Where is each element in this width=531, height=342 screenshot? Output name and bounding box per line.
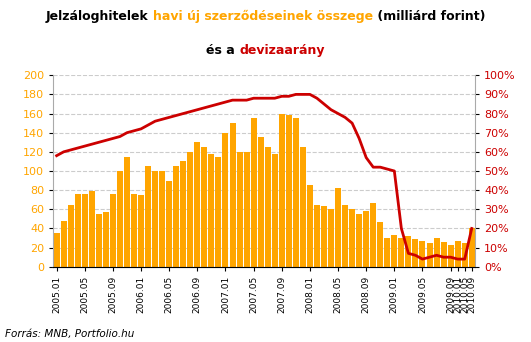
Bar	[384, 238, 390, 267]
Bar	[398, 238, 405, 267]
Bar	[264, 147, 271, 267]
Text: (milliárd forint): (milliárd forint)	[373, 10, 485, 23]
Bar	[166, 181, 172, 267]
Bar	[229, 123, 236, 267]
Text: devizaarány: devizaarány	[239, 44, 325, 57]
Bar	[244, 152, 250, 267]
Bar	[152, 171, 158, 267]
Bar	[342, 205, 348, 267]
Bar	[286, 116, 292, 267]
Bar	[461, 243, 468, 267]
Bar	[194, 142, 200, 267]
Bar	[307, 185, 313, 267]
Bar	[455, 241, 461, 267]
Bar	[75, 194, 81, 267]
Bar	[363, 211, 369, 267]
Bar	[131, 194, 137, 267]
Bar	[82, 194, 88, 267]
Bar	[356, 214, 362, 267]
Text: Forrás: MNB, Portfolio.hu: Forrás: MNB, Portfolio.hu	[5, 329, 135, 339]
Bar	[124, 157, 130, 267]
Bar	[173, 166, 179, 267]
Text: havi új szerződéseinek összege: havi új szerződéseinek összege	[153, 10, 373, 23]
Bar	[413, 239, 418, 267]
Bar	[67, 206, 74, 267]
Bar	[293, 118, 299, 267]
Bar	[117, 171, 123, 267]
Bar	[201, 147, 208, 267]
Bar	[251, 118, 256, 267]
Bar	[138, 195, 144, 267]
Bar	[469, 228, 475, 267]
Bar	[426, 243, 433, 267]
Bar	[419, 241, 425, 267]
Bar	[61, 221, 67, 267]
Bar	[349, 209, 355, 267]
Bar	[391, 235, 397, 267]
Bar	[96, 214, 102, 267]
Bar	[258, 137, 264, 267]
Bar	[448, 245, 453, 267]
Bar	[110, 194, 116, 267]
Bar	[222, 133, 228, 267]
Bar	[370, 202, 376, 267]
Bar	[187, 152, 193, 267]
Bar	[328, 209, 334, 267]
Bar	[54, 233, 59, 267]
Bar	[335, 188, 341, 267]
Bar	[321, 207, 327, 267]
Bar	[103, 212, 109, 267]
Bar	[279, 114, 285, 267]
Bar	[216, 157, 221, 267]
Bar	[236, 152, 243, 267]
Bar	[405, 236, 412, 267]
Bar	[300, 147, 306, 267]
Bar	[208, 154, 215, 267]
Bar	[89, 191, 95, 267]
Text: és a: és a	[206, 44, 239, 57]
Bar	[433, 238, 440, 267]
Bar	[145, 166, 151, 267]
Bar	[441, 242, 447, 267]
Bar	[180, 161, 186, 267]
Bar	[377, 222, 383, 267]
Bar	[272, 154, 278, 267]
Bar	[159, 171, 165, 267]
Text: Jelzáloghitelek: Jelzáloghitelek	[46, 10, 153, 23]
Bar	[314, 205, 320, 267]
